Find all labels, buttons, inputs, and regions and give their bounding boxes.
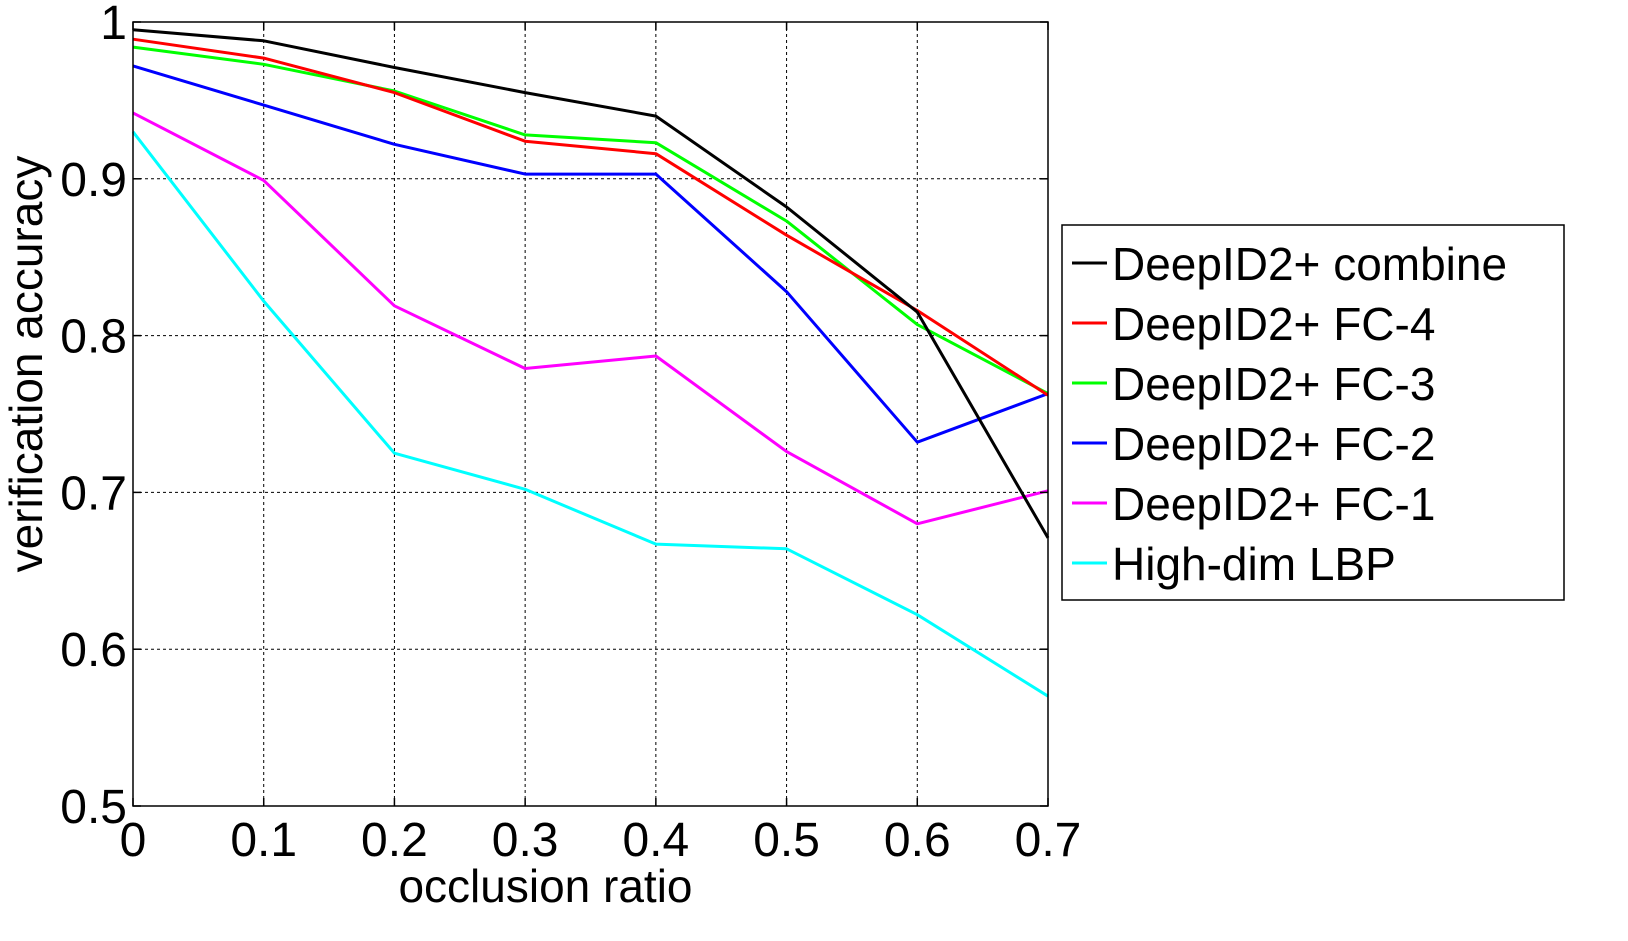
y-axis-label: verification accuracy xyxy=(0,156,52,573)
series-line xyxy=(132,111,1049,526)
plot-frame xyxy=(132,21,1049,807)
x-tick-label: 0 xyxy=(120,814,147,867)
x-tick-label: 0.2 xyxy=(361,814,428,867)
x-tick-label: 0.3 xyxy=(492,814,559,867)
y-tick-label: 0.5 xyxy=(60,781,127,834)
x-tick-label: 0.5 xyxy=(753,814,820,867)
x-axis-label: occlusion ratio xyxy=(398,860,692,912)
series-layer xyxy=(131,28,1050,698)
y-tick-label: 0.6 xyxy=(60,624,127,677)
legend-box xyxy=(1061,224,1565,601)
series-line xyxy=(132,64,1049,444)
legend: DeepID2+ combine DeepID2+ FC-4 DeepID2+ FC… xyxy=(1061,224,1565,601)
y-tick-label: 0.9 xyxy=(60,154,127,207)
x-tick-label: 0.7 xyxy=(1015,814,1082,867)
legend-label: DeepID2+ FC-2 xyxy=(1112,418,1435,470)
series-line xyxy=(132,45,1049,395)
x-tick-label: 0.6 xyxy=(884,814,951,867)
x-tick-label: 0.4 xyxy=(622,814,689,867)
series-line xyxy=(131,130,1049,698)
y-tick-label: 1 xyxy=(100,0,127,50)
y-tick-label: 0.8 xyxy=(60,311,127,364)
y-tick-label: 0.7 xyxy=(60,467,127,520)
axis-ticks: 0 0.1 0.2 0.3 0.4 0.5 0.6 0.7 0.5 0.6 0.7 0.8 0.9 1 xyxy=(60,0,1081,867)
grid xyxy=(133,22,1048,806)
legend-label: DeepID2+ FC-3 xyxy=(1112,358,1435,410)
legend-label: DeepID2+ FC-1 xyxy=(1112,478,1435,530)
legend-label: DeepID2+ combine xyxy=(1112,238,1507,290)
legend-label: High-dim LBP xyxy=(1112,538,1396,590)
x-tick-label: 0.1 xyxy=(230,814,297,867)
series-line xyxy=(132,37,1049,397)
series-line xyxy=(132,28,1050,539)
legend-label: DeepID2+ FC-4 xyxy=(1112,298,1435,350)
